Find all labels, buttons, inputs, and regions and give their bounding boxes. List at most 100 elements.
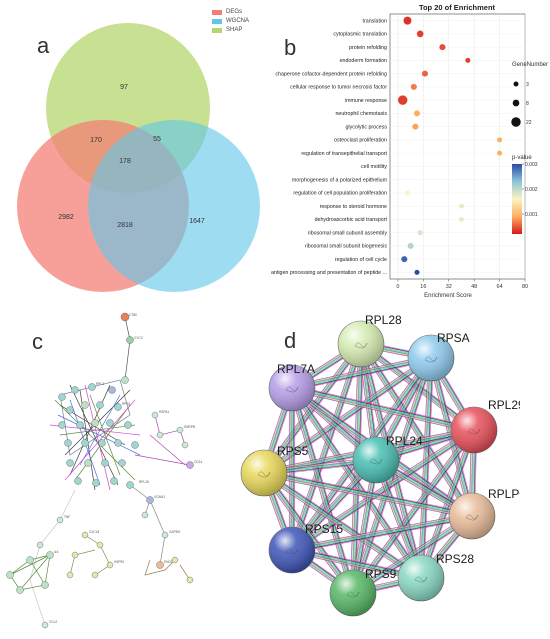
network-d-edge [264,471,473,516]
network-c-node[interactable] [96,541,104,549]
enrichment-point[interactable] [439,44,446,51]
network-c-node[interactable] [118,459,126,467]
network-c-node[interactable] [66,571,74,579]
network-c-node[interactable] [126,336,134,344]
network-c-node-label: GAPDH [169,530,181,534]
enrichment-plot-frame [389,13,526,280]
network-c-node[interactable] [41,621,49,629]
enrichment-point[interactable] [413,110,421,117]
enrichment-y-tick-label: regulation of transepithelial transport [301,151,387,157]
network-c-node[interactable] [98,439,106,447]
network-c-node[interactable] [106,419,114,427]
network-c-node[interactable] [81,401,89,409]
enrichment-point[interactable] [417,230,423,236]
enrichment-point[interactable] [412,123,419,130]
network-c-node[interactable] [146,496,154,504]
network-d-edge [423,358,435,579]
enrichment-y-tick-label: dehydroascorbic acid transport [315,217,388,223]
network-c-node[interactable] [161,531,169,539]
network-c-node[interactable] [66,406,74,414]
network-d-edge [291,390,474,433]
network-c-node[interactable] [114,439,122,447]
network-d-node[interactable] [240,449,288,497]
network-c-node-label: CD14 [194,460,202,464]
network-c-node[interactable] [126,481,134,489]
network-c-node[interactable] [106,561,114,569]
network-c-node[interactable] [6,571,14,579]
enrichment-x-ticks: 0 16 32 48 64 80 [396,279,528,290]
enrichment-point[interactable] [465,57,471,63]
enrichment-point[interactable] [414,269,420,275]
network-c-node[interactable] [74,477,82,485]
venn-legend-degs: DEGs [212,9,242,15]
network-c-node-label: HSP90 [114,560,124,564]
network-c-node[interactable] [58,421,66,429]
enrichment-point[interactable] [401,256,408,263]
network-c-node[interactable] [16,586,24,594]
network-d-node[interactable] [268,526,316,574]
network-d-edges [261,341,478,596]
network-c-node[interactable] [156,431,164,439]
enrichment-point[interactable] [458,216,464,222]
network-d-node[interactable] [397,554,445,602]
network-c-node[interactable] [91,571,99,579]
network-d-edge [262,474,420,581]
network-c-node[interactable] [41,581,49,589]
network-c-node[interactable] [151,411,159,419]
network-c-node[interactable] [56,516,64,524]
network-c-node[interactable] [84,459,92,467]
network-d-node[interactable] [407,334,455,382]
network-c-node[interactable] [186,576,194,584]
network-c-node[interactable] [81,439,89,447]
network-c-node[interactable] [124,421,132,429]
enrichment-point[interactable] [421,70,428,77]
enrichment-point[interactable] [404,190,410,196]
network-c-node[interactable] [92,479,100,487]
network-d-node[interactable] [337,320,385,368]
network-c-node[interactable] [46,551,54,559]
network-c-node[interactable] [141,511,149,519]
network-d-node[interactable] [268,364,316,412]
network-d-edge [262,342,360,473]
network-c-node[interactable] [181,441,189,449]
network-d-node[interactable] [352,436,400,484]
network-c-node[interactable] [186,461,194,469]
enrichment-point[interactable] [497,137,503,143]
network-c-node[interactable] [81,531,89,539]
network-c-node[interactable] [176,426,184,434]
network-d-node[interactable] [448,492,496,540]
enrichment-point[interactable] [416,30,424,38]
network-c-node[interactable] [156,561,164,569]
network-c-node[interactable] [76,421,84,429]
enrichment-point[interactable] [410,83,417,90]
enrichment-point[interactable] [403,16,412,25]
network-c-node[interactable] [171,556,179,564]
network-c-node[interactable] [108,386,116,394]
network-c-node[interactable] [120,312,130,322]
network-c-node[interactable] [26,556,34,564]
network-d-node[interactable] [329,569,377,617]
network-c-node[interactable] [91,419,99,427]
network-c-node[interactable] [96,401,104,409]
network-c-node[interactable] [101,459,109,467]
network-c-node[interactable] [114,403,122,411]
network-c-node[interactable] [36,541,44,549]
network-c-node[interactable] [110,477,118,485]
network-d-node[interactable] [450,406,498,454]
network-d-edge [359,344,472,517]
enrichment-point[interactable] [397,95,408,105]
enrichment-point[interactable] [407,242,414,249]
network-c-node[interactable] [131,441,139,449]
network-c-node[interactable] [71,551,79,559]
network-c-node[interactable] [66,459,74,467]
network-c-node[interactable] [64,439,72,447]
network-c-node[interactable] [121,376,129,384]
network-c-node[interactable] [58,393,66,401]
network-d-edge [264,471,422,578]
enrichment-point[interactable] [497,150,503,156]
network-c-node[interactable] [71,386,79,394]
network-c-node-label: CCL2 [49,620,57,624]
network-d-edge [421,358,433,579]
enrichment-point[interactable] [458,203,464,209]
network-c-node[interactable] [88,383,96,391]
